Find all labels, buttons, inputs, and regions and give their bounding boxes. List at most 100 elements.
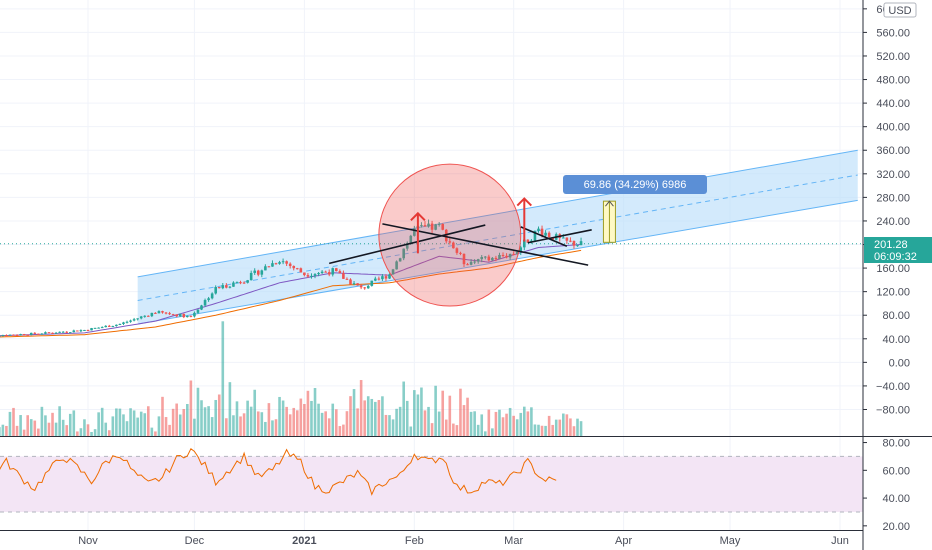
volume-bar — [288, 414, 292, 436]
candle-body — [51, 332, 54, 334]
candle-body — [68, 332, 72, 334]
candle-body — [405, 243, 409, 249]
candle-body — [58, 331, 61, 333]
candle-body — [526, 239, 530, 243]
candle-body — [1, 335, 5, 337]
candle-body — [132, 319, 136, 321]
x-tick-label: Apr — [615, 535, 632, 547]
volume-bar — [37, 428, 40, 436]
volume-bar — [129, 408, 132, 436]
measurement-label-box — [563, 175, 707, 194]
rsi-axis[interactable]: 80.00 60.00 40.00 20.00 — [863, 438, 910, 533]
candle-body — [8, 334, 12, 336]
volume-bar — [271, 420, 274, 436]
candle-body — [345, 278, 349, 280]
candle-body — [285, 261, 288, 264]
time-axis[interactable]: Nov Dec 2021 Feb Mar Apr May Jun — [78, 535, 849, 547]
volume-bar — [299, 398, 303, 436]
volume-bar — [558, 419, 562, 436]
candle-body — [374, 278, 377, 281]
volume-bar — [196, 387, 200, 436]
volume-bar — [239, 416, 242, 436]
candle-body — [225, 285, 228, 288]
volume-bar — [58, 406, 61, 436]
candle-body — [498, 254, 501, 260]
candle-body — [182, 313, 186, 318]
candle-body — [200, 305, 203, 310]
candle-body — [143, 315, 147, 317]
candle-body — [335, 268, 338, 272]
volume-bar — [8, 411, 12, 436]
candle-body — [274, 263, 278, 265]
candle-body — [44, 332, 47, 334]
y-tick-label: 360.00 — [876, 145, 910, 157]
drawing-annotations — [329, 163, 616, 307]
volume-bar — [345, 411, 349, 436]
grid-lines — [0, 0, 863, 530]
candle-body — [29, 332, 33, 335]
volume-bar — [54, 422, 58, 436]
volume-bar — [186, 404, 189, 436]
candle-body — [452, 242, 455, 249]
candle-body — [487, 256, 491, 261]
volume-bar — [104, 422, 108, 436]
candle-body — [242, 282, 246, 284]
y-tick-label: 80.00 — [882, 310, 910, 322]
candle-body — [491, 257, 494, 261]
candle-body — [306, 275, 310, 277]
volume-bar — [47, 422, 51, 436]
volume-bar — [107, 430, 111, 436]
candle-body — [83, 329, 86, 331]
candle-body — [391, 269, 395, 275]
volume-bar — [508, 407, 512, 436]
bar-countdown: 06:09:32 — [874, 251, 917, 263]
volume-bar — [143, 413, 147, 436]
volume-bar — [448, 395, 452, 436]
candle-body — [214, 287, 217, 294]
candle-body — [122, 322, 125, 324]
volume-bar — [501, 417, 505, 436]
candle-body — [168, 313, 171, 315]
volume-bar — [466, 397, 469, 436]
volume-bar — [33, 420, 37, 436]
volume-bar — [232, 415, 235, 436]
moving-average-line — [0, 249, 582, 338]
volume-bar — [295, 410, 299, 436]
volume-bar — [214, 399, 217, 436]
candle-body — [221, 285, 225, 289]
trend-line — [382, 223, 589, 266]
candle-body — [480, 257, 484, 260]
volume-bar — [242, 413, 246, 436]
candle-body — [303, 272, 306, 276]
candle-body — [448, 241, 452, 243]
y-tick-label: 160.00 — [876, 263, 910, 275]
volume-bar — [320, 412, 324, 436]
candle-body — [366, 285, 370, 289]
volume-bar — [434, 385, 437, 436]
candle-body — [115, 324, 118, 327]
volume-bar — [317, 403, 320, 436]
candle-body — [476, 259, 480, 262]
volume-bar — [381, 396, 384, 436]
trend-line — [527, 228, 592, 244]
price-axis[interactable]: 600.00560.00520.00480.00440.00400.00360.… — [863, 4, 910, 417]
volume-bar — [189, 380, 193, 436]
candle-body — [512, 253, 515, 255]
x-tick-label: Dec — [185, 535, 205, 547]
candle-body — [72, 330, 76, 333]
candle-body — [565, 237, 569, 241]
volume-bar — [122, 414, 125, 436]
volume-bar — [384, 414, 388, 436]
candle-body — [256, 270, 260, 275]
candle-body — [54, 332, 58, 334]
candle-body — [76, 330, 79, 332]
candle-body — [299, 268, 303, 273]
candle-body — [232, 282, 235, 287]
candle-body — [136, 318, 139, 320]
volume-bar — [154, 431, 157, 436]
volume-bar — [498, 409, 501, 436]
volume-bar — [86, 424, 90, 436]
candle-body — [79, 330, 83, 332]
volume-bar — [221, 321, 225, 436]
